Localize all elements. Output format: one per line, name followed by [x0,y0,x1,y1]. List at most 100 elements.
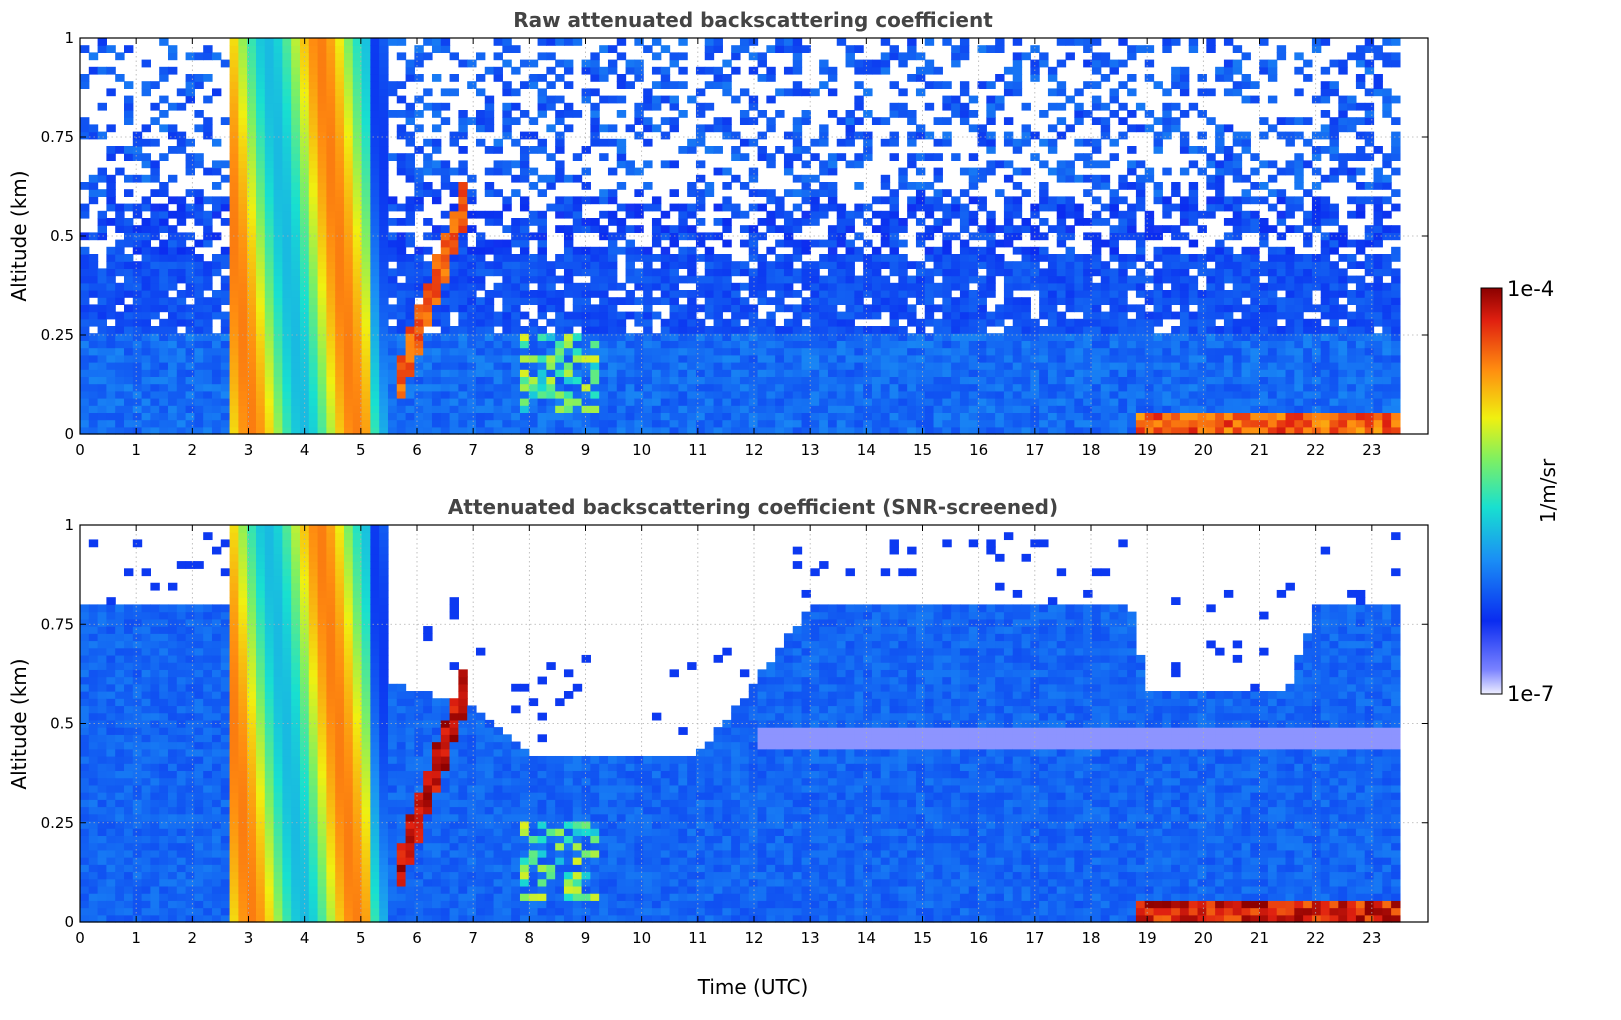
heatmap-cell [467,347,477,356]
heatmap-cell [1127,124,1137,133]
heatmap-cell [475,254,486,262]
heatmap-cell [167,102,178,111]
heatmap-cell [511,275,521,284]
heatmap-cell [124,340,134,349]
heatmap-cell [97,225,107,233]
heatmap-cell [247,290,257,298]
heatmap-cell [502,102,512,111]
heatmap-cell [924,304,935,313]
heatmap-cell [247,326,257,334]
heatmap-cell [458,326,468,334]
heatmap-cell [124,218,134,226]
heatmap-cell [519,174,530,183]
heatmap-cell [643,311,653,320]
heatmap-cell [502,160,512,169]
heatmap-cell [827,390,838,399]
heatmap-cell [379,146,389,154]
heatmap-cell [220,405,231,413]
heatmap-cell [528,362,539,370]
heatmap-cell [282,110,292,118]
heatmap-cell [1003,218,1014,226]
heatmap-cell [132,326,143,334]
heatmap-cell [1047,88,1058,97]
heatmap-cell [352,311,363,320]
heatmap-cell [264,246,275,255]
heatmap-cell [563,246,574,255]
heatmap-cell [511,254,521,262]
heatmap-cell [475,311,486,320]
heatmap-cell [590,369,600,377]
heatmap-cell [643,275,653,284]
heatmap-cell [599,333,609,341]
heatmap-cell [572,304,583,313]
heatmap-cell [1188,347,1199,356]
heatmap-cell [572,210,583,219]
heatmap-cell [625,419,635,428]
heatmap-cell [484,117,495,125]
heatmap-cell [1065,174,1075,183]
heatmap-cell [871,369,882,377]
heatmap-cell [115,412,125,421]
heatmap-cell [440,311,451,320]
heatmap-cell [167,52,178,61]
heatmap-cell [889,225,899,233]
heatmap-cell [431,160,442,169]
heatmap-cell [819,131,829,140]
heatmap-cell [590,354,600,363]
heatmap-cell [106,304,116,313]
heatmap-cell [616,354,627,363]
heatmap-cell [713,167,723,176]
heatmap-cell [379,362,389,370]
heatmap-cell [387,268,398,277]
heatmap-cell [599,189,609,197]
heatmap-cell [124,110,134,118]
heatmap-cell [1083,412,1093,421]
heatmap-cell [1109,232,1119,241]
heatmap-cell [1003,347,1014,356]
heatmap-cell [1135,390,1146,399]
heatmap-cell [519,81,530,89]
heatmap-cell [616,412,627,421]
heatmap-cell [801,354,811,363]
heatmap-cell [308,318,319,327]
heatmap-cell [1197,110,1207,118]
heatmap-cell [194,203,204,212]
heatmap-cell [1056,225,1067,233]
heatmap-cell [370,196,380,205]
heatmap-cell [924,182,935,190]
heatmap-cell [634,203,644,212]
heatmap-cell [255,354,266,363]
heatmap-cell [951,203,961,212]
heatmap-cell [572,290,583,298]
heatmap-cell [819,311,829,320]
heatmap-cell [1127,110,1137,118]
heatmap-cell [396,376,407,385]
heatmap-cell [854,405,864,413]
heatmap-cell [247,138,257,147]
heatmap-cell [1100,268,1111,277]
heatmap-cell [335,354,345,363]
heatmap-cell [581,261,591,269]
heatmap-cell [871,275,882,284]
heatmap-cell [299,189,310,197]
heatmap-cell [299,45,310,53]
heatmap-cell [722,347,732,356]
heatmap-cell [678,38,688,46]
heatmap-cell [783,362,794,370]
heatmap-cell [511,340,521,349]
heatmap-cell [308,210,319,219]
heatmap-cell [405,362,415,370]
heatmap-cell [748,268,759,277]
heatmap-cell [414,95,424,104]
heatmap-cell [115,254,125,262]
heatmap-cell [519,354,530,363]
heatmap-cell [792,419,803,428]
heatmap-cell [819,210,829,219]
heatmap-cell [563,66,574,75]
heatmap-cell [951,326,961,334]
heatmap-cell [379,333,389,341]
heatmap-cell [220,203,231,212]
heatmap-cell [255,210,266,219]
heatmap-cell [387,81,398,89]
heatmap-cell [132,225,143,233]
